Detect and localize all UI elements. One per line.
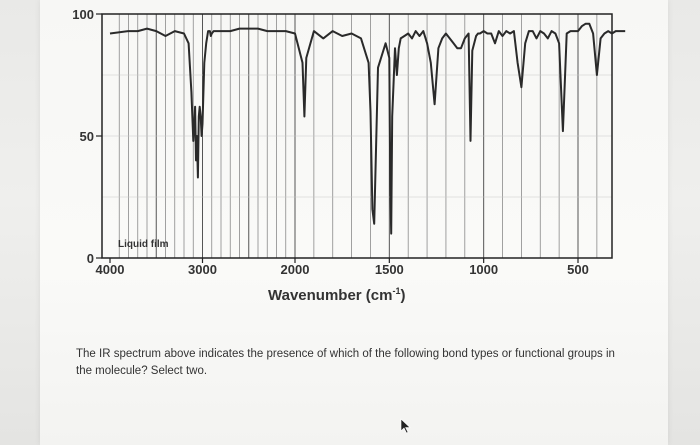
x-axis-label-text: Wavenumber (cm — [268, 287, 392, 304]
x-tick-label: 2000 — [281, 262, 310, 277]
x-tick-label: 1500 — [375, 262, 404, 277]
x-axis-ticks: 4000 3000 2000 1500 1000 500 — [96, 258, 589, 277]
question-text: The IR spectrum above indicates the pres… — [76, 348, 615, 377]
ir-spectrum-chart: 100 50 0 4000 3000 2000 1500 1000 500 Liquid fi… — [72, 7, 626, 304]
x-axis-label: Wavenumber (cm-1) — [268, 286, 406, 304]
x-axis-label-close: ) — [401, 287, 406, 304]
series-line-transmittance — [109, 22, 626, 235]
x-axis-label-superscript: -1 — [392, 286, 400, 296]
page-background — [40, 0, 668, 445]
annotation-liquid-film: Liquid film — [118, 239, 169, 250]
y-tick-label: 0 — [87, 251, 94, 266]
mouse-pointer-icon — [400, 418, 412, 439]
x-tick-label: 500 — [567, 262, 589, 277]
x-tick-label: 1000 — [469, 262, 498, 277]
x-tick-label: 4000 — [96, 262, 125, 277]
y-tick-label: 50 — [80, 129, 94, 144]
y-tick-label: 100 — [72, 7, 94, 22]
y-axis-ticks: 100 50 0 — [72, 7, 102, 266]
grid-lines — [102, 14, 612, 258]
x-tick-label: 3000 — [188, 262, 217, 277]
